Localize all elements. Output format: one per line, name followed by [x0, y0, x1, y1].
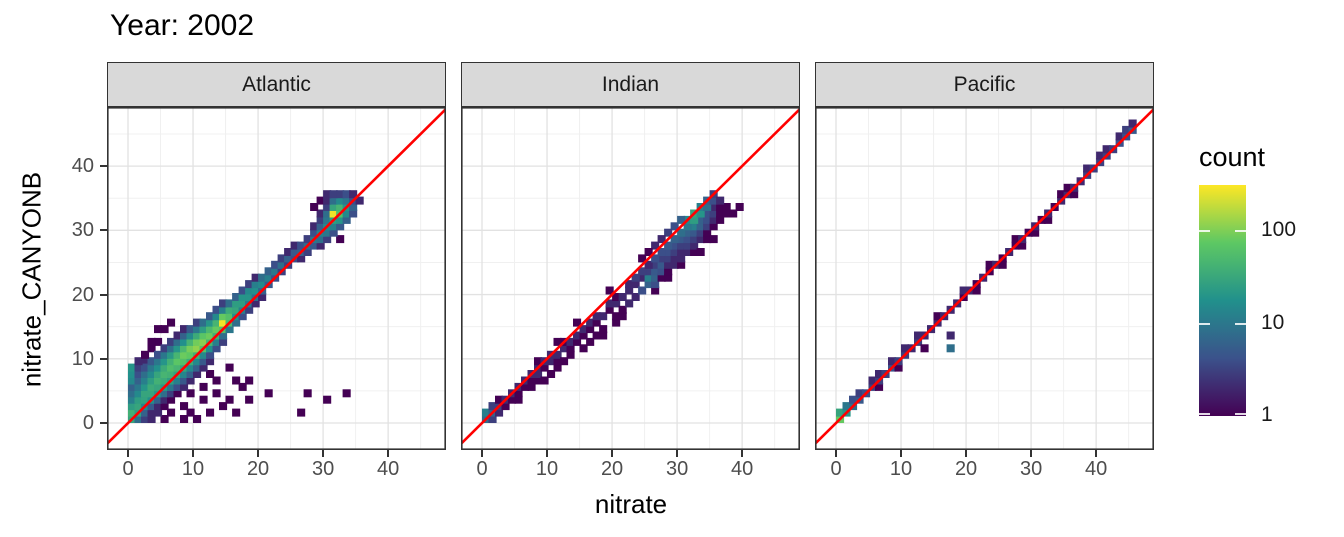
plot-title: Year: 2002: [110, 9, 255, 42]
y-tick-label: 40: [71, 155, 94, 178]
y-axis-title: nitrate_CANYONB: [16, 171, 47, 388]
y-tick-mark: [100, 293, 107, 296]
facet-strip-label: Pacific: [953, 72, 1016, 96]
y-tick-mark: [100, 422, 107, 425]
x-tick-mark: [1095, 450, 1098, 457]
facet-panel-atlantic: [106, 107, 447, 450]
legend-colorbar: [1199, 185, 1246, 416]
x-tick-label: 40: [376, 458, 400, 480]
x-tick-mark: [900, 450, 903, 457]
x-tick-label: 30: [311, 458, 335, 480]
x-tick-mark: [835, 450, 837, 457]
x-tick-mark: [257, 450, 260, 457]
facet-strip-pacific: Pacific: [815, 62, 1154, 107]
y-tick-mark: [100, 229, 107, 232]
x-axis-title: nitrate: [594, 489, 668, 519]
facet-strip-label: Atlantic: [242, 72, 311, 96]
x-tick-mark: [965, 450, 968, 457]
x-tick-label: 20: [954, 458, 978, 480]
facet-strip-indian: Indian: [461, 62, 800, 107]
x-tick-label: 10: [181, 458, 205, 480]
x-tick-mark: [481, 450, 483, 457]
legend-tick-mark: [1235, 230, 1246, 232]
legend-label-1: 1: [1261, 403, 1273, 426]
x-tick-label: 40: [1084, 458, 1108, 480]
x-tick-label: 30: [1019, 458, 1043, 480]
legend-tick-mark: [1199, 413, 1210, 415]
x-tick-mark: [1030, 450, 1033, 457]
legend-tick-mark: [1199, 323, 1210, 325]
facet-strip-label: Indian: [601, 72, 660, 96]
facet-panel-indian: [460, 107, 801, 450]
x-tick-mark: [676, 450, 679, 457]
x-tick-label: 0: [830, 458, 842, 480]
legend-tick-mark: [1235, 323, 1246, 325]
facet-panel-pacific: [814, 107, 1155, 450]
x-tick-label: 20: [246, 458, 270, 480]
x-tick-mark: [741, 450, 744, 457]
x-tick-label: 0: [476, 458, 488, 480]
legend-tick-mark: [1235, 413, 1246, 415]
x-tick-label: 0: [122, 458, 134, 480]
y-tick-label: 20: [71, 283, 94, 306]
x-tick-mark: [322, 450, 325, 457]
facet-strip-atlantic: Atlantic: [107, 62, 446, 107]
y-tick-label: 10: [71, 347, 94, 370]
x-tick-label: 10: [535, 458, 559, 480]
y-tick-mark: [100, 165, 107, 168]
y-tick-label: 30: [71, 219, 94, 242]
x-tick-mark: [127, 450, 129, 457]
x-tick-mark: [546, 450, 549, 457]
legend-tick-mark: [1199, 230, 1210, 232]
x-tick-label: 20: [600, 458, 624, 480]
x-tick-mark: [387, 450, 390, 457]
x-tick-mark: [192, 450, 195, 457]
x-tick-label: 30: [665, 458, 689, 480]
y-tick-label: 0: [82, 412, 94, 435]
y-tick-mark: [100, 357, 107, 360]
legend-title: count: [1199, 142, 1266, 172]
x-tick-label: 40: [730, 458, 754, 480]
x-tick-mark: [611, 450, 614, 457]
legend-label-100: 100: [1261, 218, 1297, 241]
legend-label-10: 10: [1261, 311, 1285, 334]
x-tick-label: 10: [889, 458, 913, 480]
